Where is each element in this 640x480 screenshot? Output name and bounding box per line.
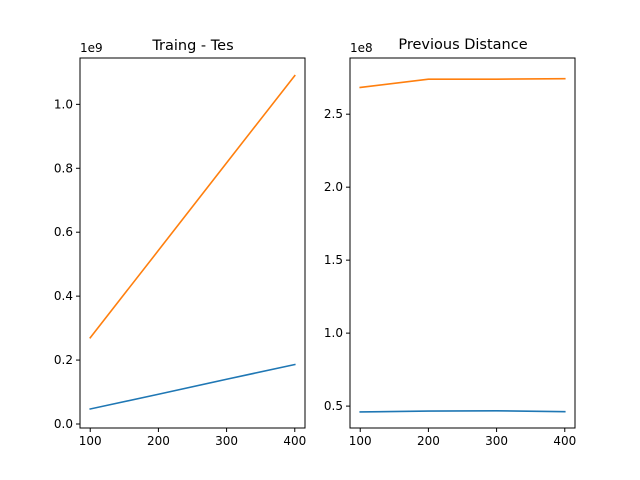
y-offset-label: 1e9: [80, 41, 103, 55]
x-tick-label: 400: [553, 434, 576, 448]
x-tick-label: 300: [215, 434, 238, 448]
y-tick-label: 1.0: [324, 326, 343, 340]
y-tick-label: 1.0: [54, 97, 73, 111]
series-line-2: [89, 74, 296, 339]
x-tick-label: 100: [349, 434, 372, 448]
axes-frame: [79, 57, 306, 429]
series-line-1: [359, 409, 566, 413]
y-tick-label: 2.0: [324, 180, 343, 194]
x-tick-label: 200: [417, 434, 440, 448]
chart-title: Previous Distance: [398, 37, 527, 53]
series-line-2: [359, 77, 566, 89]
y-tick-label: 1.5: [324, 253, 343, 267]
chart-title: Traing - Tes: [151, 38, 233, 54]
y-offset-label: 1e8: [350, 41, 373, 55]
y-tick-label: 0.2: [54, 353, 73, 367]
y-tick-label: 0.4: [54, 289, 73, 303]
axes-frame: [349, 57, 576, 429]
x-tick-label: 400: [283, 434, 306, 448]
x-tick-label: 200: [147, 434, 170, 448]
y-tick-label: 0.6: [54, 225, 73, 239]
y-tick-label: 2.5: [324, 107, 343, 121]
chart-panel-previous-distance: Previous Distance 1e8 100 200 300 400 0.5 1.0…: [324, 37, 576, 448]
y-tick-label: 0.0: [54, 417, 73, 431]
x-tick-label: 100: [79, 434, 102, 448]
y-tick-label: 0.8: [54, 161, 73, 175]
x-tick-label: 300: [485, 434, 508, 448]
chart-panel-training-test: Traing - Tes 1e9 100 200 300 400 0.0 0.2 0.4 0.…: [54, 38, 306, 448]
y-tick-label: 0.5: [324, 399, 343, 413]
series-line-1: [89, 363, 296, 410]
